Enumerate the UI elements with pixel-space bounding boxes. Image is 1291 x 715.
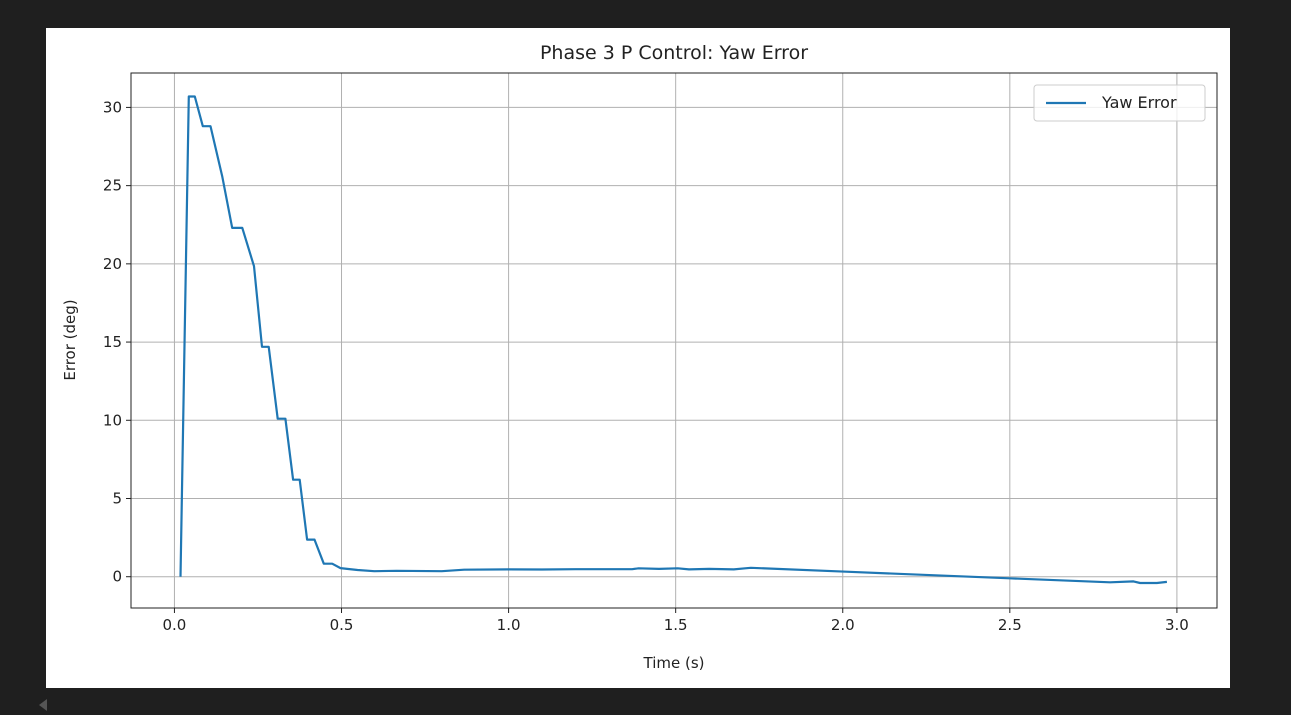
y-tick-label: 5 [112,489,122,507]
ticks: 0.0 0.5 1.0 1.5 2.0 2.5 3.0 0 5 10 15 20 25 30 [103,98,1189,634]
legend-box [1033,84,1206,122]
legend: Yaw Error [1033,84,1206,122]
y-tick-label: 0 [112,568,122,586]
x-axis-label: Time (s) [643,654,705,672]
x-tick-label: 2.0 [831,616,855,634]
y-tick-label: 10 [103,411,122,429]
y-tick-label: 30 [103,98,122,116]
scroll-left-arrow-icon[interactable] [39,699,47,711]
chart-title: Phase 3 P Control: Yaw Error [540,42,808,64]
y-tick-label: 25 [103,177,122,195]
legend-label: Yaw Error [1101,93,1177,112]
grid [131,73,1217,608]
x-tick-label: 1.5 [664,616,688,634]
series-layer [179,95,1168,585]
figure: 0.0 0.5 1.0 1.5 2.0 2.5 3.0 0 5 10 15 20 25 30 Phase … [46,28,1230,688]
axes-frame [130,72,1218,609]
y-tick-label: 15 [103,333,122,351]
x-tick-label: 3.0 [1165,616,1189,634]
x-tick-label: 0.0 [163,616,187,634]
yaw-error-chart: 0.0 0.5 1.0 1.5 2.0 2.5 3.0 0 5 10 15 20 25 30 Phase … [61,42,1218,672]
y-tick-label: 20 [103,255,122,273]
x-tick-label: 1.0 [497,616,521,634]
x-tick-label: 2.5 [998,616,1022,634]
y-axis-label: Error (deg) [61,299,79,380]
series-line-yaw-error [179,95,1168,585]
x-tick-label: 0.5 [330,616,354,634]
